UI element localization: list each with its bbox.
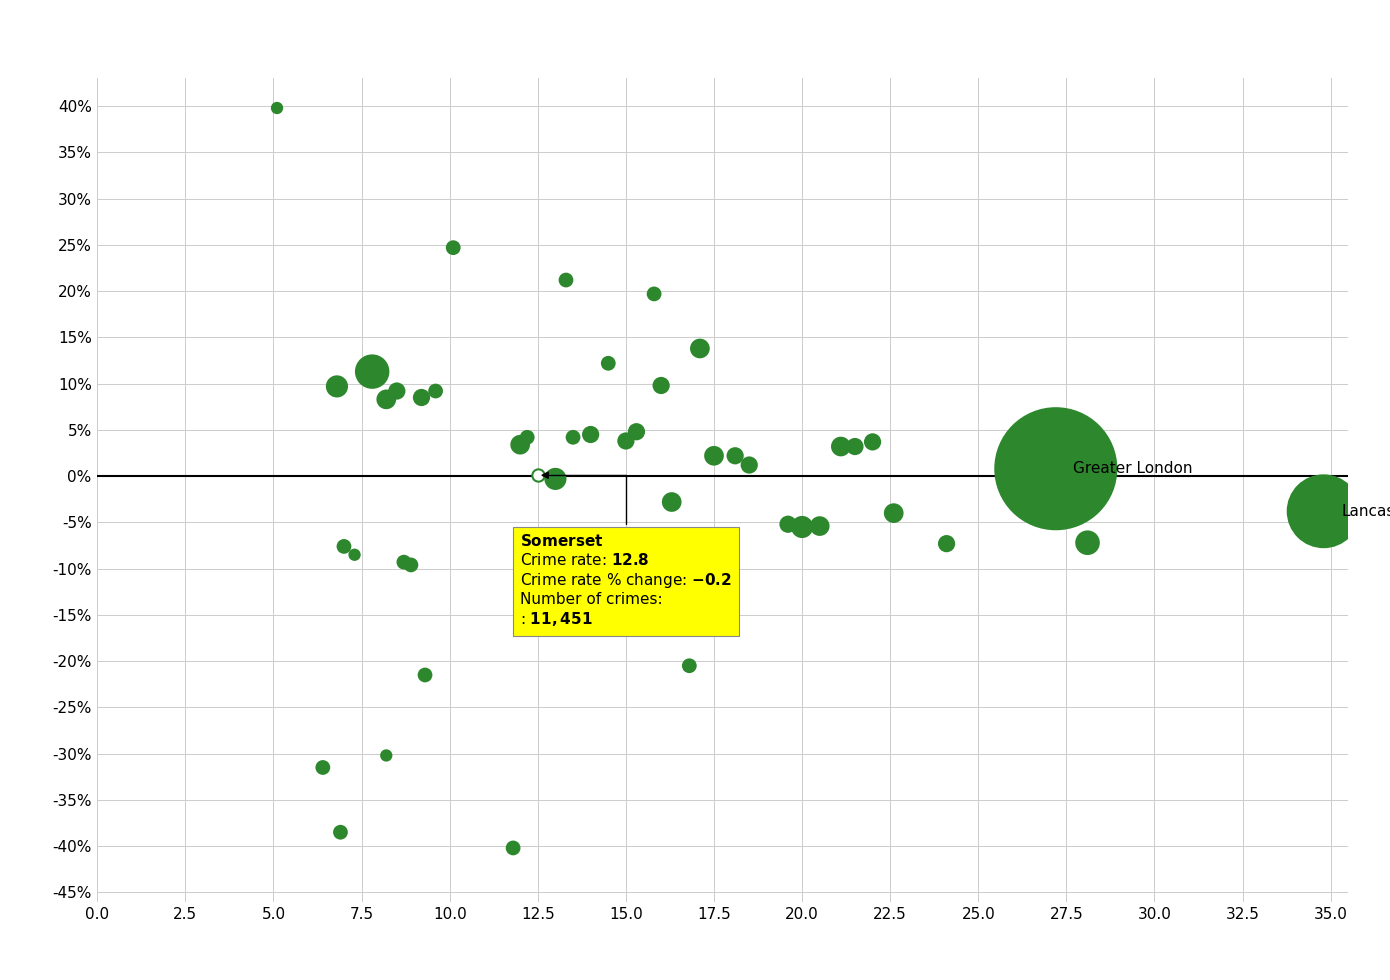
Point: [703, 448, 726, 464]
Point: [667, 610, 689, 625]
Point: [527, 467, 549, 483]
Point: [311, 760, 334, 775]
Point: [545, 471, 567, 487]
Point: [660, 494, 682, 510]
Point: [935, 536, 958, 552]
Point: [598, 356, 620, 371]
Point: [626, 424, 648, 440]
Point: [644, 286, 666, 302]
Point: [361, 364, 384, 379]
Point: [830, 439, 852, 455]
Point: [400, 557, 423, 572]
Point: [265, 100, 288, 116]
Point: [414, 667, 436, 683]
Point: [651, 377, 673, 393]
Point: [442, 240, 464, 256]
Point: [424, 383, 446, 399]
Point: [614, 433, 637, 449]
Point: [580, 426, 602, 442]
Point: [375, 748, 398, 763]
Point: [844, 439, 866, 455]
Point: [509, 437, 531, 453]
Text: Greater London: Greater London: [1073, 462, 1193, 476]
Point: [883, 506, 905, 521]
Point: [343, 547, 366, 563]
Point: [862, 434, 884, 450]
Point: [502, 840, 524, 856]
Point: [325, 378, 348, 394]
Point: [777, 516, 799, 532]
Point: [385, 383, 407, 399]
Point: [791, 519, 813, 535]
Point: [329, 824, 352, 840]
Text: Lancas: Lancas: [1341, 504, 1390, 518]
Point: [410, 390, 432, 406]
Point: [1076, 535, 1098, 551]
Point: [393, 555, 416, 570]
Point: [1312, 504, 1334, 519]
Point: [678, 658, 701, 673]
Point: [332, 539, 354, 555]
Point: [555, 272, 577, 288]
Point: [738, 458, 760, 473]
Point: [562, 429, 584, 445]
Text: $\mathbf{Somerset}$
Crime rate: $\mathbf{12.8}$
Crime rate % change: $\mathbf{-0: $\mathbf{Somerset}$ Crime rate: $\mathbf…: [520, 472, 731, 628]
Point: [809, 518, 831, 534]
Point: [375, 392, 398, 408]
Point: [516, 429, 538, 445]
Point: [724, 448, 746, 464]
Point: [689, 341, 712, 357]
Point: [1045, 461, 1068, 476]
